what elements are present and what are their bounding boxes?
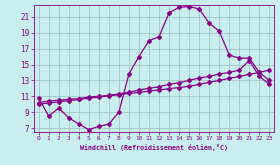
X-axis label: Windchill (Refroidissement éolien,°C): Windchill (Refroidissement éolien,°C) xyxy=(80,144,228,151)
